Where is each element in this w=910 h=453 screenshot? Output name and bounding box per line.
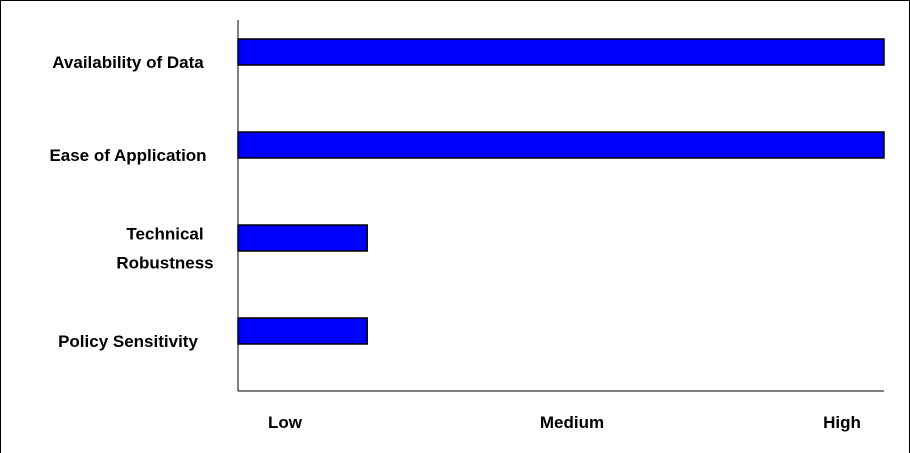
category-label-1-line-0: Ease of Application (49, 146, 206, 165)
bar-3 (237, 317, 368, 345)
x-tick-label-1: Medium (540, 413, 604, 432)
category-label-3-line-0: Policy Sensitivity (58, 332, 198, 351)
bar-0 (237, 38, 885, 66)
bar-2 (237, 224, 368, 252)
category-label-2-line-1: Robustness (116, 254, 213, 273)
x-tick-label-0: Low (268, 413, 303, 432)
bars (237, 38, 885, 345)
x-tick-label-2: High (823, 413, 861, 432)
category-label-0-line-0: Availability of Data (52, 53, 204, 72)
category-labels: Availability of Data Ease of Application T… (49, 53, 213, 351)
x-tick-labels: Low Medium High (268, 413, 861, 432)
bar-1 (237, 131, 885, 159)
category-label-2-line-0: Technical (126, 225, 203, 244)
